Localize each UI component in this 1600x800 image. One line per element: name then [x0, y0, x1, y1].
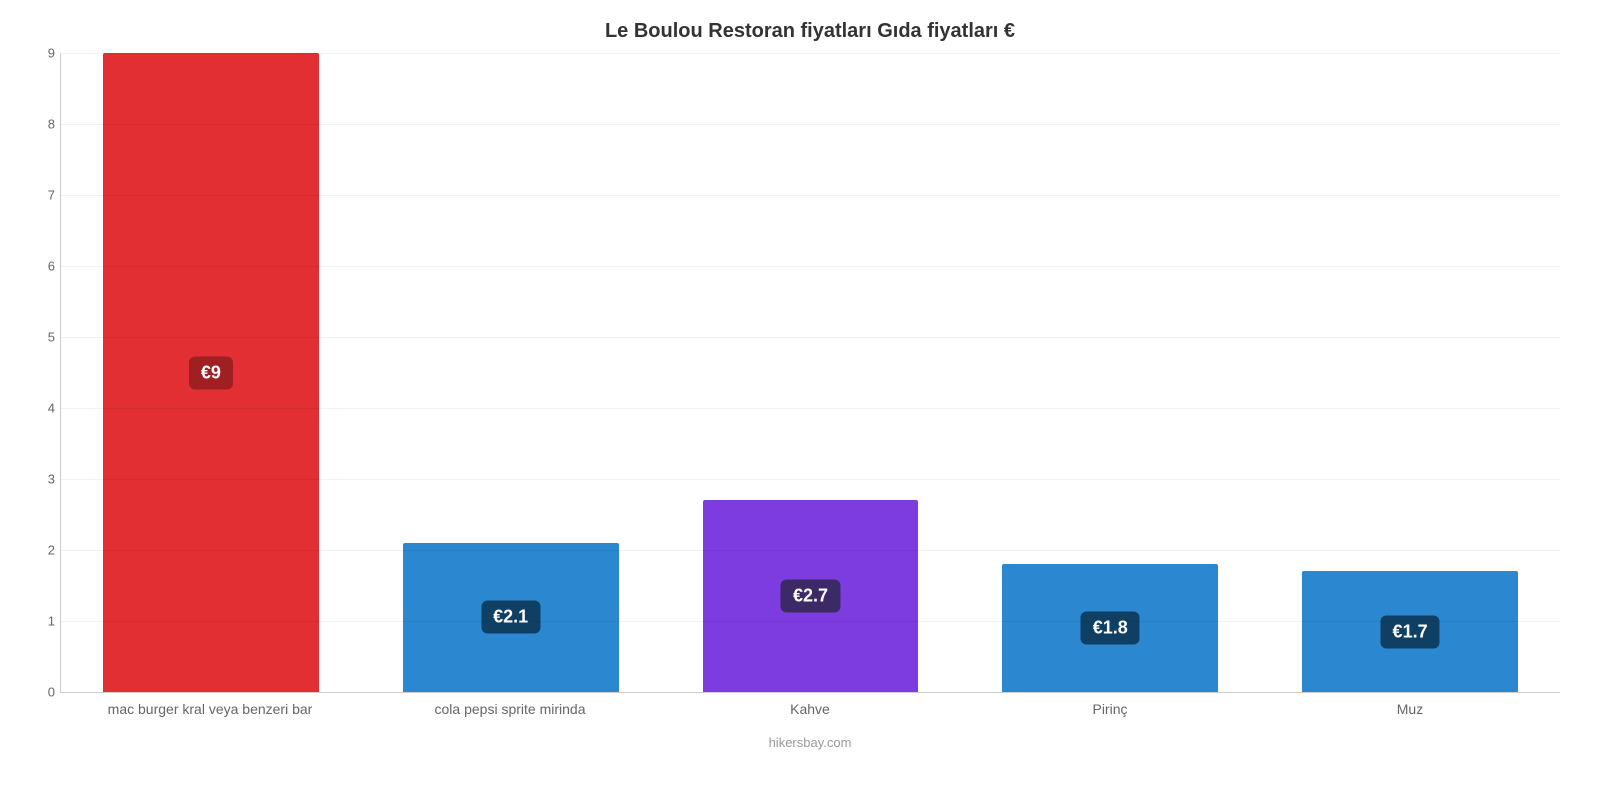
grid-line	[61, 124, 1560, 125]
bar-chart: Le Boulou Restoran fiyatları Gıda fiyatl…	[0, 0, 1600, 800]
x-axis-label: Pirinç	[960, 701, 1260, 717]
plot-area: €9€2.1€2.7€1.8€1.7 0123456789	[60, 53, 1560, 693]
y-tick-label: 6	[33, 259, 55, 274]
bar: €1.7	[1302, 571, 1518, 692]
x-axis-label: Kahve	[660, 701, 960, 717]
bar: €2.1	[403, 543, 619, 692]
y-tick-label: 4	[33, 401, 55, 416]
y-tick-label: 0	[33, 685, 55, 700]
chart-title: Le Boulou Restoran fiyatları Gıda fiyatl…	[60, 20, 1560, 43]
bar-slot: €1.7	[1260, 53, 1560, 692]
y-tick-label: 9	[33, 46, 55, 61]
grid-line	[61, 337, 1560, 338]
y-tick-label: 1	[33, 613, 55, 628]
value-badge: €2.7	[781, 580, 840, 613]
y-tick-label: 2	[33, 543, 55, 558]
y-tick-label: 5	[33, 329, 55, 344]
x-axis-labels: mac burger kral veya benzeri barcola pep…	[60, 701, 1560, 717]
bar: €9	[103, 53, 319, 692]
grid-line	[61, 53, 1560, 54]
bar-slot: €2.1	[361, 53, 661, 692]
value-badge: €1.8	[1081, 612, 1140, 645]
grid-line	[61, 550, 1560, 551]
grid-line	[61, 408, 1560, 409]
grid-line	[61, 621, 1560, 622]
x-axis-label: Muz	[1260, 701, 1560, 717]
grid-line	[61, 479, 1560, 480]
bars-container: €9 €2.1 €2.7 €1.8 €1.7	[61, 53, 1560, 692]
bar: €2.7	[703, 500, 919, 692]
y-tick-label: 3	[33, 472, 55, 487]
bar: €1.8	[1002, 564, 1218, 692]
bar-slot: €2.7	[661, 53, 961, 692]
y-tick-label: 7	[33, 187, 55, 202]
grid-line	[61, 266, 1560, 267]
bar-slot: €1.8	[960, 53, 1260, 692]
x-axis-label: mac burger kral veya benzeri bar	[60, 701, 360, 717]
value-badge: €9	[189, 356, 233, 389]
y-tick-label: 8	[33, 116, 55, 131]
x-axis-label: cola pepsi sprite mirinda	[360, 701, 660, 717]
value-badge: €2.1	[481, 601, 540, 634]
chart-footer: hikersbay.com	[60, 735, 1560, 750]
grid-line	[61, 195, 1560, 196]
bar-slot: €9	[61, 53, 361, 692]
